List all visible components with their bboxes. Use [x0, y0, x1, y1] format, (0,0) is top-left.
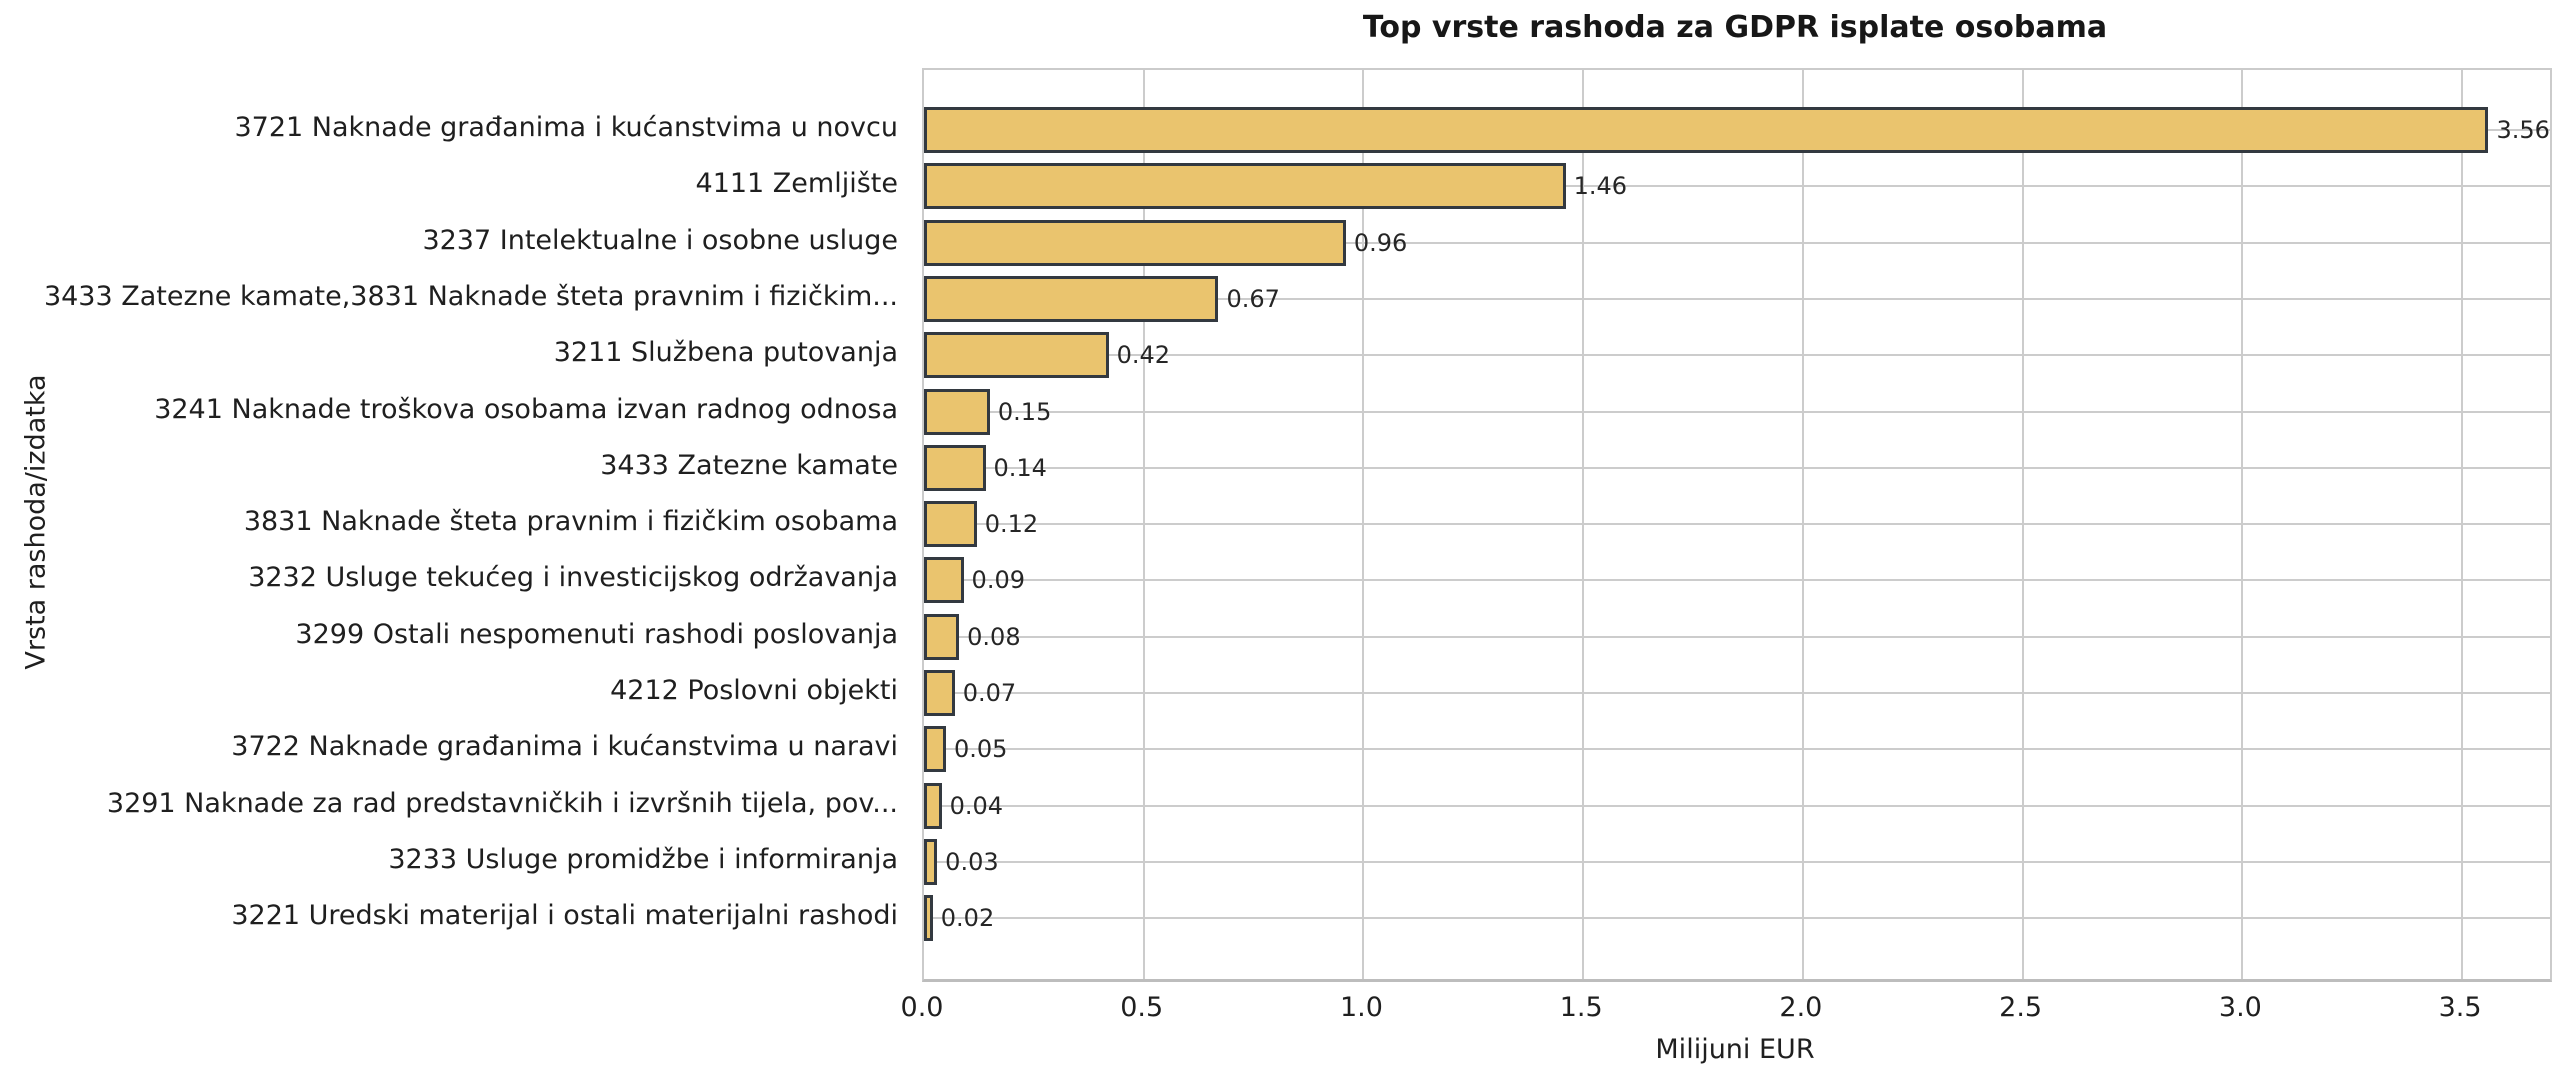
bar-value-label: 0.12: [984, 510, 1039, 539]
bar-value-label: 1.46: [1573, 172, 1628, 201]
x-tick-label: 1.0: [1339, 992, 1383, 1023]
bar-value-label: 0.09: [971, 566, 1025, 595]
bar-value-label: 0.14: [993, 453, 1047, 482]
bar-3291: [924, 782, 942, 829]
bar-value-label: 0.07: [962, 679, 1017, 707]
y-tick-label: 3241 Naknade troškova osobama izvan radn…: [154, 393, 898, 425]
y-gridline: [924, 354, 2550, 357]
bar-value-label: 0.04: [949, 791, 1004, 820]
x-tick-label: 0.0: [900, 992, 944, 1023]
y-tick-label: 3299 Ostali nespomenuti rashodi poslovan…: [295, 618, 898, 650]
bar-3241: [924, 388, 990, 435]
chart-title: Top vrste rashoda za GDPR isplate osobam…: [1362, 10, 2108, 45]
y-gridline: [924, 185, 2550, 188]
y-tick-label: 3211 Službena putovanja: [553, 337, 898, 369]
y-tick-label: 3221 Uredski materijal i ostali materija…: [231, 900, 898, 932]
y-tick-label: 3831 Naknade šteta pravnim i fizičkim os…: [243, 506, 898, 538]
x-tick-label: 2.0: [1779, 992, 1823, 1023]
y-gridline: [924, 635, 2550, 638]
bar-value-label: 0.03: [945, 847, 999, 876]
y-gridline: [924, 579, 2550, 582]
bar-3722: [924, 726, 946, 773]
bar-value-label: 3.56: [2496, 116, 2550, 144]
bar-3831: [924, 501, 977, 548]
y-tick-label: 3233 Usluge promidžbe i informiranja: [388, 843, 898, 875]
y-gridline: [924, 410, 2550, 413]
y-gridline: [924, 692, 2550, 694]
y-tick-label: 3721 Naknade građanima i kućanstvima u n…: [234, 112, 898, 143]
y-tick-label: 3433 Zatezne kamate: [600, 449, 898, 481]
y-tick-label: 4111 Zemljište: [695, 168, 898, 200]
y-gridline: [924, 466, 2550, 469]
bar-3721: [924, 107, 2489, 153]
bar-3233: [924, 838, 938, 885]
x-tick-label: 0.5: [1120, 992, 1164, 1023]
bar-3299: [924, 613, 960, 660]
x-axis-title: Milijuni EUR: [1655, 1034, 1815, 1065]
y-gridline: [924, 297, 2550, 300]
plot-area: 3.56 1.46 0.96 0.67 0.42 0.15 0.14 0.12 0.09 0.08…: [922, 68, 2552, 982]
x-tick-label: 3.0: [2218, 992, 2262, 1023]
bar-3433: [924, 444, 986, 491]
y-tick-label: 3237 Intelektualne i osobne usluge: [422, 224, 898, 256]
bar-4212: [924, 670, 955, 716]
y-gridline: [924, 748, 2550, 751]
y-tick-label: 4212 Poslovni objekti: [610, 675, 898, 706]
bar-3237: [924, 219, 1346, 266]
bar-3221: [924, 895, 933, 942]
x-tick-label: 2.5: [1999, 992, 2043, 1023]
x-tick-label: 3.5: [2438, 992, 2482, 1023]
bar-value-label: 0.67: [1226, 284, 1280, 313]
bar-value-label: 0.02: [940, 904, 995, 933]
x-tick-label: 1.5: [1559, 992, 1603, 1023]
bar-3211: [924, 332, 1109, 379]
y-gridline: [924, 860, 2550, 863]
y-tick-label: 3291 Naknade za rad predstavničkih i izv…: [106, 787, 898, 819]
bar-value-label: 0.96: [1353, 228, 1408, 257]
y-gridline: [924, 804, 2550, 807]
y-tick-label: 3433 Zatezne kamate,3831 Naknade šteta p…: [43, 280, 898, 312]
bar-value-label: 0.15: [997, 397, 1052, 426]
bar-value-label: 0.42: [1116, 341, 1170, 370]
y-gridline: [924, 523, 2550, 526]
bar-value-label: 0.08: [967, 622, 1021, 651]
y-gridline: [924, 917, 2550, 920]
bar-value-label: 0.05: [953, 735, 1008, 764]
bar-3433: [924, 275, 1219, 322]
bar-4111: [924, 163, 1566, 210]
bar-3232: [924, 557, 964, 604]
y-tick-label: 3232 Usluge tekućeg i investicijskog odr…: [248, 562, 898, 594]
y-tick-label: 3722 Naknade građanima i kućanstvima u n…: [231, 731, 898, 763]
y-gridline: [924, 241, 2550, 244]
